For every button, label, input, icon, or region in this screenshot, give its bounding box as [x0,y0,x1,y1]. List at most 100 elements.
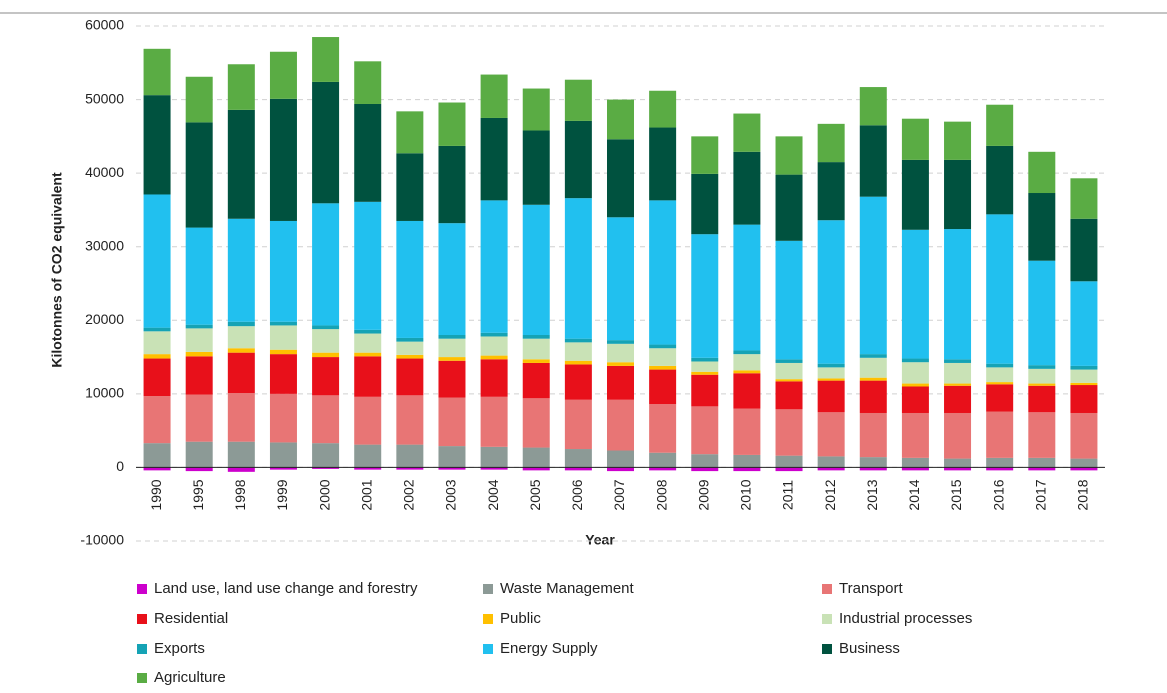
bar-segment [986,384,1014,412]
bar-segment [691,357,719,362]
bar-segment [691,361,719,372]
bar-segment [312,37,340,82]
bar-segment [859,354,887,358]
bar-segment [859,125,887,197]
bar-segment [143,467,171,471]
bar-segment [438,446,466,468]
bar-segment [269,349,297,355]
bar-segment [817,378,845,381]
bar-segment [607,217,634,341]
bar-segment [733,113,761,152]
legend-swatch [483,644,493,654]
bar-segment [227,348,255,353]
bar-segment [691,371,719,375]
bar-segment [522,359,550,363]
legend-label: Public [500,610,541,627]
legend-label: Waste Management [500,580,635,597]
bar-segment [733,224,761,351]
bar-segment [185,76,213,123]
bar-segment [185,467,213,472]
bar-segment [607,340,634,344]
bar-segment [143,194,171,328]
legend-swatch [822,584,832,594]
bar-segment [227,467,255,472]
bar-segment [143,354,171,359]
bar-segment [649,369,677,405]
bar-segment [817,367,845,379]
bar-segment [691,454,719,468]
bar-segment [396,337,424,342]
bar-segment [564,338,592,343]
legend-swatch [137,614,147,624]
bar-segment [986,363,1014,368]
bar-segment [227,393,255,442]
bar-segment [480,396,508,447]
x-tick-label: 2011 [780,480,796,510]
bar-segment [522,467,550,471]
bar-segment [901,467,929,471]
bar-segment [185,441,213,468]
bar-segment [1070,178,1098,219]
bar-segment [1070,218,1098,282]
bar-segment [564,198,592,339]
bar-segment [901,383,929,387]
legend-label: Residential [154,610,228,627]
bar-segment [649,127,677,201]
bar-segment [522,338,550,360]
bar-segment [691,406,719,455]
bar-segment [522,130,550,205]
bar-segment [396,341,424,355]
bar-segment [986,104,1014,146]
bar-segment [564,364,592,400]
bar-segment [480,336,508,356]
x-tick-label: 2015 [948,479,964,510]
bar-segment [775,174,803,241]
x-tick-label: 1998 [232,479,248,510]
bar-segment [859,380,887,413]
x-tick-label: 1995 [190,479,206,510]
bar-segment [944,121,972,160]
bar-segment [901,118,929,160]
y-tick-label: 10000 [85,385,124,401]
bar-segment [480,467,508,470]
bar-segment [733,467,761,472]
x-tick-label: 2003 [443,479,459,510]
x-tick-label: 2010 [738,479,754,510]
bar-segment [185,324,213,329]
bar-segment [269,467,297,470]
y-tick-label: 60000 [85,17,124,33]
bar-segment [944,385,972,413]
bar-segment [986,145,1014,215]
legend-swatch [483,614,493,624]
bar-segment [1028,151,1056,194]
x-tick-label: 1999 [274,479,290,510]
bar-segment [775,455,803,468]
bar-segment [859,412,887,458]
bar-segment [312,467,340,469]
bar-segment [607,343,634,363]
bar-segment [396,111,424,154]
bar-segment [312,325,340,330]
bar-segment [859,357,887,378]
bar-segment [607,399,634,451]
legend-label: Business [839,640,900,657]
x-tick-label: 2005 [527,479,543,510]
bar-segment [354,352,382,357]
bar-segment [564,342,592,361]
bar-segment [438,335,466,339]
x-tick-label: 2014 [906,479,922,510]
bar-segment [522,88,550,131]
bar-segment [480,332,508,337]
bar-segment [438,360,466,398]
bar-segment [185,328,213,352]
bar-segment [269,325,297,350]
bar-segment [607,365,634,400]
bar-segment [143,396,171,444]
legend-swatch [822,644,832,654]
bar-segment [438,145,466,224]
bar-segment [480,359,508,397]
bar-segment [522,204,550,335]
y-tick-label: 40000 [85,164,124,180]
bar-segment [269,354,297,394]
bar-segment [859,377,887,381]
